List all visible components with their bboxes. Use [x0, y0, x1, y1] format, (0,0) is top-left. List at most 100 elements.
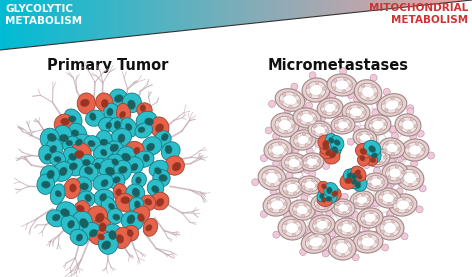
Circle shape	[367, 131, 371, 135]
Ellipse shape	[83, 222, 101, 240]
Ellipse shape	[70, 229, 88, 245]
Circle shape	[348, 207, 352, 211]
Ellipse shape	[362, 86, 374, 98]
Ellipse shape	[56, 202, 77, 221]
Ellipse shape	[53, 125, 72, 146]
Ellipse shape	[84, 167, 93, 175]
Circle shape	[308, 245, 312, 249]
Ellipse shape	[126, 141, 144, 156]
Ellipse shape	[68, 116, 76, 122]
Ellipse shape	[290, 130, 316, 150]
Ellipse shape	[320, 193, 324, 199]
Circle shape	[370, 199, 377, 206]
Circle shape	[287, 119, 295, 127]
Circle shape	[371, 231, 378, 238]
Ellipse shape	[329, 143, 341, 158]
Circle shape	[410, 117, 413, 121]
Ellipse shape	[67, 157, 84, 176]
Circle shape	[417, 154, 420, 158]
Text: Micrometastases: Micrometastases	[268, 58, 408, 73]
Ellipse shape	[326, 196, 332, 202]
Ellipse shape	[90, 113, 96, 120]
Ellipse shape	[152, 186, 159, 193]
Ellipse shape	[324, 103, 336, 112]
Circle shape	[349, 247, 352, 251]
Circle shape	[315, 234, 318, 237]
Ellipse shape	[131, 206, 150, 225]
Circle shape	[378, 117, 381, 121]
Circle shape	[295, 156, 299, 159]
Ellipse shape	[275, 116, 295, 134]
Ellipse shape	[382, 162, 408, 184]
Ellipse shape	[76, 139, 83, 146]
Circle shape	[303, 179, 307, 183]
Circle shape	[270, 188, 277, 195]
Ellipse shape	[110, 129, 132, 147]
Ellipse shape	[121, 212, 143, 231]
Circle shape	[329, 201, 332, 204]
Circle shape	[382, 221, 385, 225]
Ellipse shape	[127, 215, 135, 224]
Ellipse shape	[303, 155, 320, 168]
Ellipse shape	[135, 177, 141, 184]
Ellipse shape	[337, 221, 356, 235]
Circle shape	[326, 129, 329, 133]
Circle shape	[318, 122, 325, 129]
Circle shape	[332, 112, 336, 115]
Circle shape	[409, 184, 412, 187]
Circle shape	[301, 214, 305, 218]
Ellipse shape	[366, 149, 390, 167]
Ellipse shape	[55, 191, 61, 197]
Circle shape	[370, 210, 373, 214]
Ellipse shape	[357, 196, 367, 204]
Circle shape	[315, 140, 322, 147]
Circle shape	[417, 130, 424, 137]
Circle shape	[315, 184, 319, 188]
Ellipse shape	[316, 220, 328, 230]
Circle shape	[341, 253, 345, 257]
Ellipse shape	[350, 191, 374, 209]
Ellipse shape	[113, 214, 120, 220]
Circle shape	[302, 186, 305, 189]
Circle shape	[347, 113, 350, 117]
Ellipse shape	[117, 103, 131, 123]
Circle shape	[286, 164, 289, 168]
Circle shape	[410, 133, 417, 140]
Circle shape	[313, 124, 317, 128]
Text: GLYCOLYTIC
METABOLISM: GLYCOLYTIC METABOLISM	[5, 4, 82, 26]
Ellipse shape	[360, 155, 365, 161]
Circle shape	[396, 188, 403, 195]
Ellipse shape	[131, 163, 138, 171]
Circle shape	[285, 191, 288, 194]
Ellipse shape	[124, 225, 139, 241]
Circle shape	[273, 160, 279, 167]
Circle shape	[339, 222, 343, 226]
Circle shape	[290, 206, 297, 213]
Circle shape	[320, 134, 323, 137]
Circle shape	[283, 230, 287, 234]
Circle shape	[422, 148, 425, 151]
Circle shape	[332, 249, 336, 253]
Ellipse shape	[103, 224, 122, 243]
Ellipse shape	[61, 118, 69, 125]
Ellipse shape	[379, 191, 397, 205]
Ellipse shape	[381, 97, 403, 113]
Circle shape	[318, 189, 325, 196]
Circle shape	[383, 155, 387, 159]
Circle shape	[336, 105, 339, 109]
Ellipse shape	[61, 215, 79, 235]
Ellipse shape	[118, 166, 127, 173]
Ellipse shape	[357, 153, 370, 166]
Ellipse shape	[149, 160, 168, 177]
Circle shape	[407, 105, 414, 112]
Circle shape	[308, 209, 312, 213]
Circle shape	[316, 205, 319, 208]
Circle shape	[318, 115, 325, 122]
Circle shape	[334, 225, 341, 232]
Circle shape	[372, 109, 379, 116]
Circle shape	[279, 154, 283, 158]
Ellipse shape	[101, 179, 108, 187]
Circle shape	[309, 189, 313, 192]
Ellipse shape	[146, 143, 155, 151]
Ellipse shape	[312, 218, 331, 232]
